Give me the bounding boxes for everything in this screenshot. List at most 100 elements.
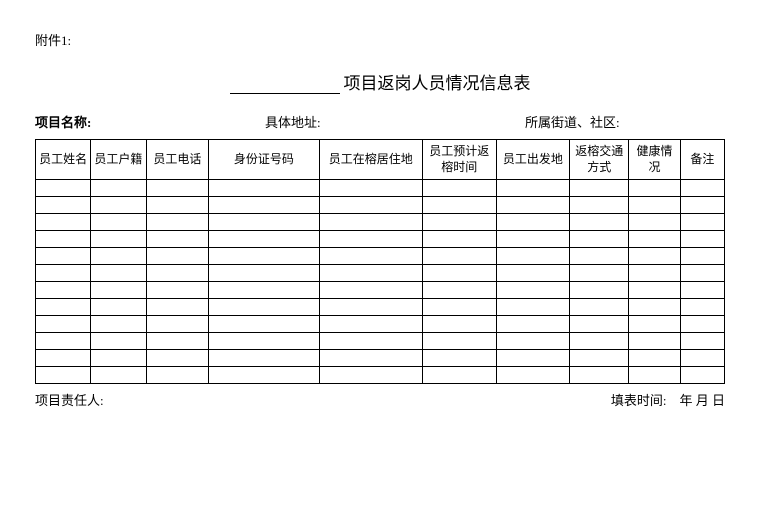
table-row: [36, 350, 725, 367]
table-cell: [209, 350, 320, 367]
table-cell: [422, 367, 496, 384]
table-cell: [629, 350, 681, 367]
table-cell: [496, 316, 570, 333]
table-cell: [146, 197, 209, 214]
table-cell: [680, 197, 724, 214]
table-cell: [209, 180, 320, 197]
table-cell: [91, 214, 146, 231]
table-cell: [209, 333, 320, 350]
table-cell: [146, 214, 209, 231]
table-cell: [680, 333, 724, 350]
table-cell: [629, 197, 681, 214]
table-cell: [570, 180, 629, 197]
table-cell: [629, 299, 681, 316]
table-cell: [570, 282, 629, 299]
table-row: [36, 333, 725, 350]
table-cell: [680, 350, 724, 367]
table-cell: [570, 197, 629, 214]
table-cell: [570, 333, 629, 350]
col-header: 备注: [680, 140, 724, 180]
table-cell: [496, 299, 570, 316]
table-cell: [422, 299, 496, 316]
table-cell: [146, 367, 209, 384]
table-cell: [496, 265, 570, 282]
table-cell: [36, 367, 91, 384]
table-cell: [36, 316, 91, 333]
attachment-label: 附件1:: [35, 30, 725, 49]
table-cell: [146, 316, 209, 333]
table-cell: [91, 316, 146, 333]
table-cell: [629, 367, 681, 384]
fill-time-label: 填表时间: 年 月 日: [611, 390, 725, 409]
title-blank-underline: [230, 76, 340, 94]
col-header: 员工户籍: [91, 140, 146, 180]
table-cell: [146, 180, 209, 197]
col-header: 员工出发地: [496, 140, 570, 180]
table-cell: [36, 231, 91, 248]
table-cell: [570, 299, 629, 316]
address-label: 具体地址:: [235, 112, 525, 131]
table-cell: [319, 299, 422, 316]
col-header: 返榕交通方式: [570, 140, 629, 180]
project-name-label: 项目名称:: [35, 112, 235, 131]
table-cell: [570, 214, 629, 231]
table-cell: [496, 231, 570, 248]
footer-row: 项目责任人: 填表时间: 年 月 日: [35, 390, 725, 409]
table-cell: [680, 282, 724, 299]
table-cell: [496, 248, 570, 265]
table-cell: [422, 333, 496, 350]
table-cell: [496, 214, 570, 231]
table-cell: [629, 180, 681, 197]
table-cell: [422, 214, 496, 231]
table-row: [36, 265, 725, 282]
table-cell: [680, 265, 724, 282]
table-cell: [496, 180, 570, 197]
table-cell: [629, 333, 681, 350]
table-cell: [496, 367, 570, 384]
table-cell: [680, 180, 724, 197]
table-cell: [319, 248, 422, 265]
table-cell: [680, 248, 724, 265]
table-cell: [36, 197, 91, 214]
table-cell: [36, 299, 91, 316]
table-cell: [496, 333, 570, 350]
table-cell: [629, 265, 681, 282]
table-cell: [36, 265, 91, 282]
table-row: [36, 367, 725, 384]
table-cell: [496, 197, 570, 214]
table-cell: [91, 265, 146, 282]
col-header: 员工姓名: [36, 140, 91, 180]
table-cell: [570, 265, 629, 282]
table-cell: [629, 231, 681, 248]
community-label: 所属街道、社区:: [525, 112, 725, 131]
table-cell: [146, 231, 209, 248]
personnel-table: 员工姓名 员工户籍 员工电话 身份证号码 员工在榕居住地 员工预计返榕时间 员工…: [35, 139, 725, 384]
table-cell: [146, 265, 209, 282]
table-cell: [319, 231, 422, 248]
table-cell: [146, 350, 209, 367]
table-cell: [680, 316, 724, 333]
table-cell: [91, 350, 146, 367]
table-cell: [319, 316, 422, 333]
table-cell: [146, 333, 209, 350]
responsible-label: 项目责任人:: [35, 390, 104, 409]
table-cell: [629, 248, 681, 265]
table-cell: [319, 214, 422, 231]
table-cell: [91, 197, 146, 214]
table-cell: [209, 282, 320, 299]
table-row: [36, 282, 725, 299]
info-row: 项目名称: 具体地址: 所属街道、社区:: [35, 112, 725, 131]
table-cell: [422, 231, 496, 248]
table-cell: [319, 350, 422, 367]
col-header: 身份证号码: [209, 140, 320, 180]
table-cell: [319, 282, 422, 299]
table-cell: [91, 180, 146, 197]
table-cell: [209, 367, 320, 384]
table-cell: [422, 180, 496, 197]
table-cell: [570, 231, 629, 248]
table-cell: [422, 282, 496, 299]
table-cell: [36, 214, 91, 231]
table-cell: [422, 248, 496, 265]
table-cell: [629, 316, 681, 333]
table-row: [36, 248, 725, 265]
